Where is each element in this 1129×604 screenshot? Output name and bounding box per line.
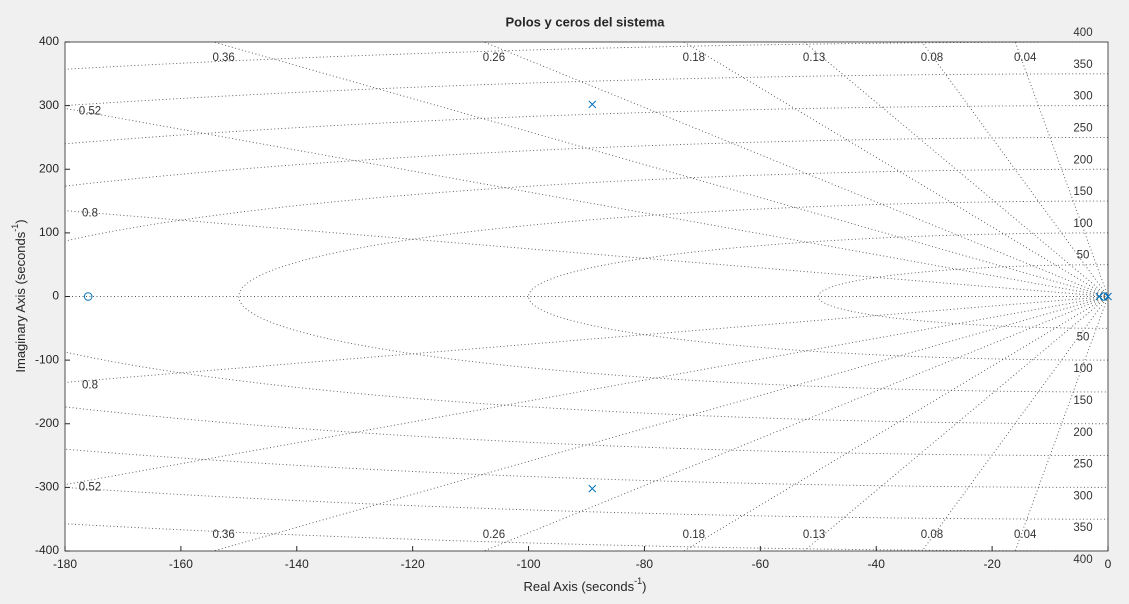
x-tick-label: -160 [169,557,193,571]
y-label-sup: -1 [10,224,20,232]
damping-label: 0.08 [921,52,943,64]
x-tick-label: -180 [53,557,77,571]
x-label-text: Real Axis (seconds [524,579,635,594]
pole [588,100,597,109]
damping-label: 0.18 [683,529,705,541]
damping-label: 0.04 [1014,529,1037,541]
x-label-sup: -1 [634,576,642,586]
x-tick-label: -120 [401,557,425,571]
zero [1099,292,1109,301]
y-tick-label: 300 [39,98,59,112]
wn-label: 100 [1073,218,1092,230]
damping-line [211,296,1108,551]
y-tick-label: 0 [52,289,59,303]
y-tick-label: 200 [39,161,59,175]
damping-label: 0.18 [683,52,705,64]
x-tick-label: -20 [983,557,1001,571]
wn-label: 250 [1073,459,1092,471]
wn-label: 200 [1073,154,1092,166]
x-tick-label: -80 [636,557,654,571]
wn-label: 100 [1073,363,1092,375]
damping-label: 0.52 [79,105,101,117]
wn-label: 300 [1073,91,1092,103]
wn-label: 350 [1073,522,1092,534]
damping-label: 0.26 [483,52,505,64]
pole [588,484,597,493]
y-tick-label: 400 [39,34,59,48]
wn-label: 400 [1073,27,1092,39]
damping-label: 0.13 [803,52,825,64]
wn-label: 50 [1077,331,1090,343]
damping-label: 0.08 [921,529,943,541]
wn-label: 350 [1073,59,1092,71]
x-tick-label: 0 [1105,557,1112,571]
y-axis-label: Imaginary Axis (seconds-1) [10,219,28,372]
damping-line [211,42,1108,297]
x-tick-label: -60 [752,557,770,571]
y-label-tail: ) [13,219,28,223]
x-tick-label: -100 [517,557,541,571]
wn-label: 400 [1073,554,1092,566]
damping-label: 0.26 [483,529,505,541]
damping-label: 0.52 [79,482,101,494]
wn-label: 250 [1073,122,1092,134]
damping-line [921,42,1108,297]
damping-label: 0.36 [212,52,234,64]
wn-label: 200 [1073,427,1092,439]
x-label-tail: ) [642,579,646,594]
x-tick-label: -40 [868,557,886,571]
wn-label: 150 [1073,186,1092,198]
damping-label: 0.8 [82,208,98,220]
damping-line [921,296,1108,551]
y-tick-label: 100 [39,225,59,239]
wn-arc [238,200,1108,393]
wn-label: 50 [1077,250,1090,262]
y-tick-label: -200 [35,416,59,430]
y-tick-label: -400 [35,543,59,557]
y-label-text: Imaginary Axis (seconds [13,231,28,372]
damping-line [65,210,1108,297]
x-tick-label: -140 [285,557,309,571]
damping-label: 0.13 [803,529,825,541]
chart-title: Polos y ceros del sistema [506,14,666,29]
wn-label: 300 [1073,490,1092,502]
y-tick-label: -300 [35,480,59,494]
damping-label: 0.04 [1014,52,1037,64]
wn-label: 150 [1073,395,1092,407]
damping-line [65,296,1108,383]
x-axis-label: Real Axis (seconds-1) [524,576,647,594]
zero [83,292,93,301]
damping-label: 0.8 [82,379,98,391]
wn-arc [65,105,1108,488]
y-tick-label: -100 [35,352,59,366]
pole [1095,292,1104,301]
damping-label: 0.36 [212,529,234,541]
